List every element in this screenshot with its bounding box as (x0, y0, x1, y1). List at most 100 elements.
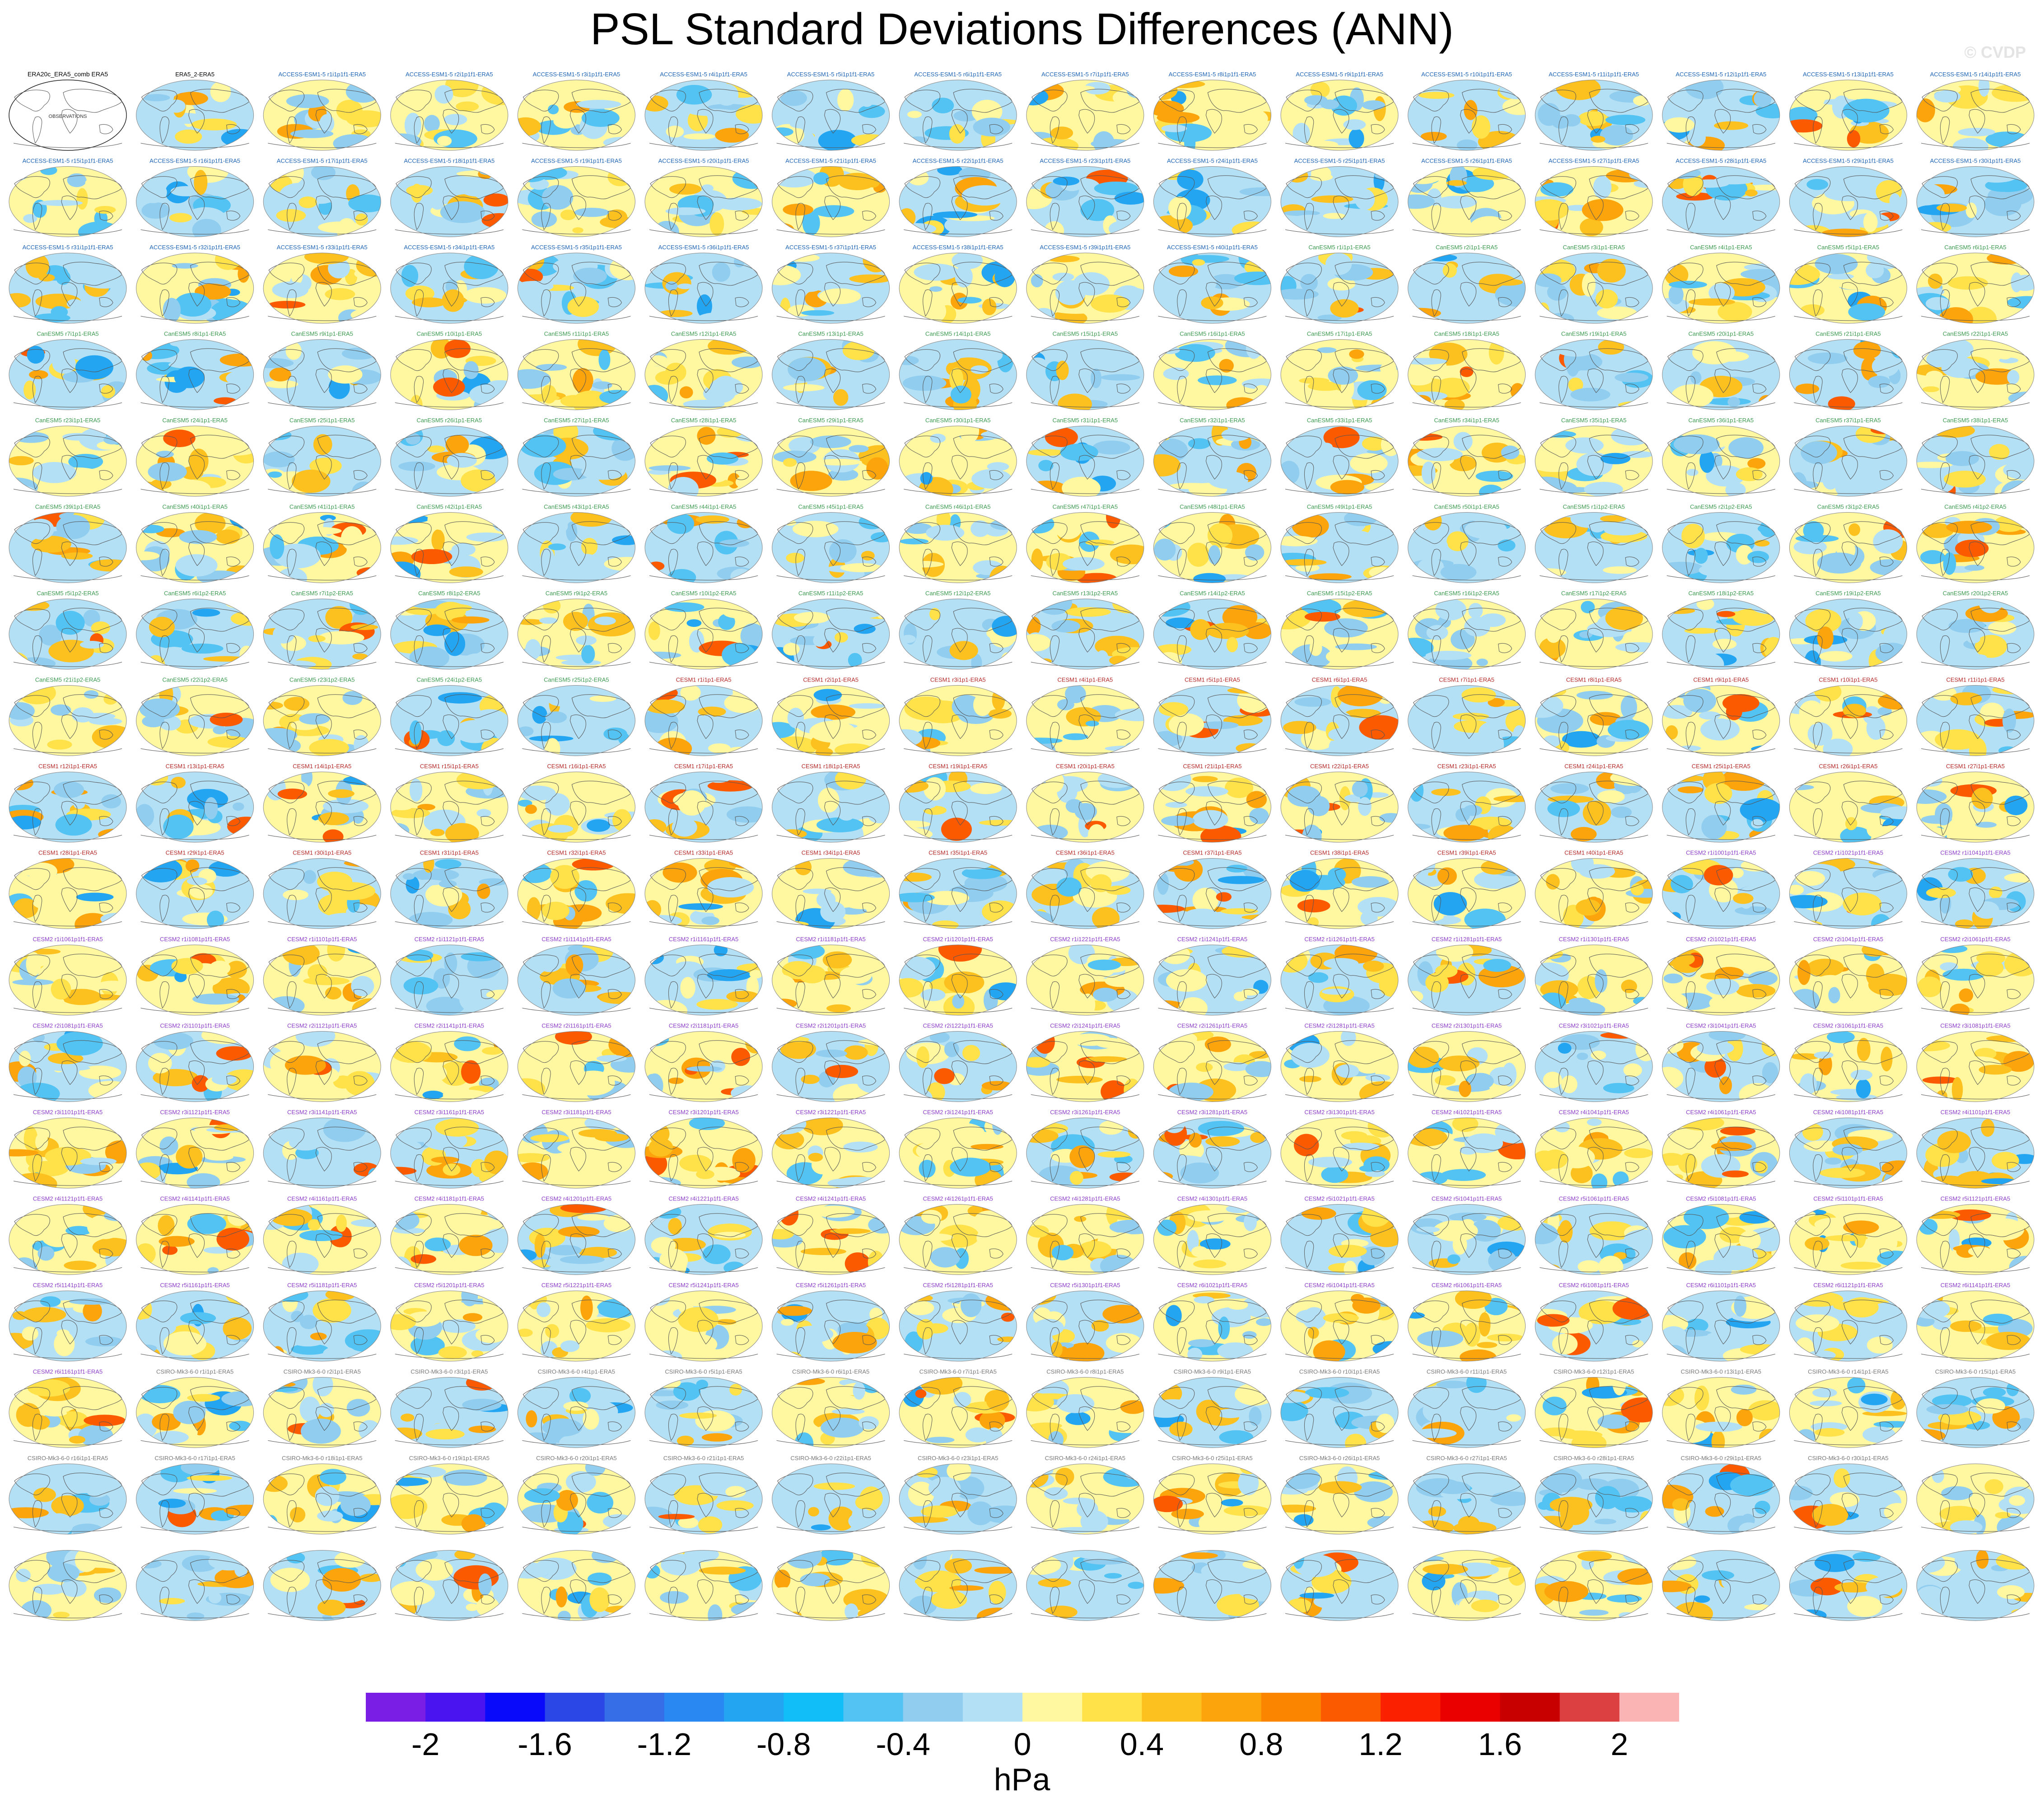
anomaly-blob (471, 1350, 484, 1357)
anomaly-blob (899, 892, 935, 902)
map-panel: CESM2 r3i1181p1f1-ERA5 (517, 1109, 635, 1189)
anomaly-blob (136, 1413, 157, 1439)
anomaly-blob (1819, 1167, 1866, 1178)
anomaly-blob (1120, 1400, 1144, 1414)
anomaly-blob (907, 111, 922, 118)
anomaly-blob (406, 1466, 446, 1478)
panel-title: CanESM5 r46i1p1-ERA5 (925, 504, 991, 510)
panel-title: CanESM5 r18i1p1-ERA5 (1434, 331, 1499, 337)
anomaly-blob (560, 210, 576, 220)
map-panel: CanESM5 r11i1p1-ERA5 (517, 331, 635, 410)
anomaly-blob (1429, 1144, 1460, 1160)
anomaly-blob (973, 693, 992, 716)
anomaly-blob (43, 1065, 90, 1071)
anomaly-blob (1099, 1120, 1124, 1135)
anomaly-blob (225, 599, 254, 609)
anomaly-blob (1875, 1031, 1907, 1048)
anomaly-blob (1944, 471, 1986, 488)
anomaly-blob (1311, 195, 1353, 203)
anomaly-blob (645, 523, 675, 538)
anomaly-blob (136, 1243, 156, 1265)
panel-title: CSIRO-Mk3-6-0 r15i1p1-ERA5 (1935, 1368, 2016, 1375)
anomaly-blob (73, 798, 85, 809)
anomaly-blob (239, 645, 254, 664)
anomaly-blob (1971, 788, 1993, 809)
panel-title: CSIRO-Mk3-6-0 r2i1p1-ERA5 (284, 1368, 361, 1375)
anomaly-blob (859, 104, 885, 118)
anomaly-blob (698, 1516, 723, 1534)
anomaly-blob (1325, 648, 1367, 665)
anomaly-blob (1065, 607, 1111, 617)
anomaly-blob (1241, 914, 1271, 920)
anomaly-blob (1571, 858, 1594, 873)
panel-title: CESM2 r5i1141p1f1-ERA5 (33, 1282, 103, 1289)
anomaly-blob (1861, 1393, 1888, 1405)
anomaly-blob (518, 799, 532, 807)
globe-outline (1280, 858, 1399, 929)
panel-title: ACCESS-ESM1-5 r22i1p1f1-ERA5 (913, 158, 1003, 164)
globe-outline (1916, 425, 2035, 497)
anomaly-blob (962, 1045, 980, 1061)
globe-outline (644, 166, 763, 237)
panel-title: CESM2 r3i1061p1f1-ERA5 (1813, 1023, 1883, 1029)
globe-outline (772, 425, 890, 497)
anomaly-blob (1296, 1309, 1321, 1324)
panel-title: CESM2 r1i1201p1f1-ERA5 (923, 936, 993, 943)
anomaly-blob (403, 977, 439, 995)
globe-outline (390, 1031, 509, 1102)
panel-title: CanESM5 r31i1p1-ERA5 (1053, 417, 1118, 424)
anomaly-blob (1226, 864, 1247, 873)
map-panel: CESM1 r36i1p1-ERA5 (1026, 850, 1144, 929)
anomaly-blob (852, 606, 883, 618)
anomaly-blob (518, 1432, 556, 1448)
anomaly-blob (1686, 469, 1699, 476)
anomaly-blob (1807, 1350, 1836, 1360)
anomaly-blob (788, 357, 826, 382)
anomaly-blob (9, 815, 41, 830)
anomaly-blob (18, 685, 56, 705)
anomaly-blob (1351, 876, 1389, 888)
map-panel: ACCESS-ESM1-5 r29i1p1f1-ERA5 (1789, 158, 1907, 237)
globe-outline (772, 166, 890, 237)
anomaly-blob (827, 1178, 865, 1188)
anomaly-blob (1866, 262, 1884, 279)
anomaly-blob (1843, 704, 1867, 718)
anomaly-blob (436, 1402, 466, 1425)
anomaly-blob (840, 478, 872, 491)
anomaly-blob (1101, 374, 1140, 381)
anomaly-blob (1600, 1032, 1639, 1039)
anomaly-blob (1365, 1074, 1391, 1082)
globe-outline (1789, 512, 1907, 583)
anomaly-blob (352, 653, 368, 660)
map-panel: ACCESS-ESM1-5 r21i1p1f1-ERA5 (772, 158, 890, 237)
anomaly-blob (781, 1319, 794, 1326)
anomaly-blob (784, 878, 805, 890)
globe-outline (390, 858, 509, 929)
anomaly-blob (292, 469, 331, 493)
anomaly-blob (157, 647, 191, 668)
globe-outline (1153, 79, 1271, 151)
anomaly-blob (1374, 172, 1398, 179)
anomaly-blob (793, 612, 830, 624)
anomaly-blob (1453, 299, 1500, 318)
panel-title: CESM2 r3i1261p1f1-ERA5 (1050, 1109, 1120, 1116)
anomaly-blob (1665, 725, 1678, 740)
anomaly-blob (1206, 622, 1249, 639)
anomaly-blob (1716, 611, 1736, 617)
globe-outline (1916, 339, 2035, 410)
globe-outline (644, 771, 763, 843)
panel-title: CESM2 r1i1121p1f1-ERA5 (415, 936, 484, 943)
panel-title: CanESM5 r1i1p1-ERA5 (1308, 244, 1370, 251)
anomaly-blob (391, 804, 412, 810)
map-panel: CanESM5 r30i1p1-ERA5 (899, 417, 1017, 497)
anomaly-blob (1431, 788, 1461, 796)
anomaly-blob (668, 1077, 684, 1084)
anomaly-blob (103, 693, 118, 705)
panel-title: CESM1 r2i1p1-ERA5 (803, 677, 859, 683)
anomaly-blob (1320, 443, 1333, 452)
panel-title: CESM1 r7i1p1-ERA5 (1439, 677, 1494, 683)
panel-title: CESM2 r6i1101p1f1-ERA5 (1686, 1282, 1756, 1289)
anomaly-blob (1812, 1388, 1837, 1398)
anomaly-blob (929, 286, 943, 292)
anomaly-blob (772, 1229, 794, 1240)
